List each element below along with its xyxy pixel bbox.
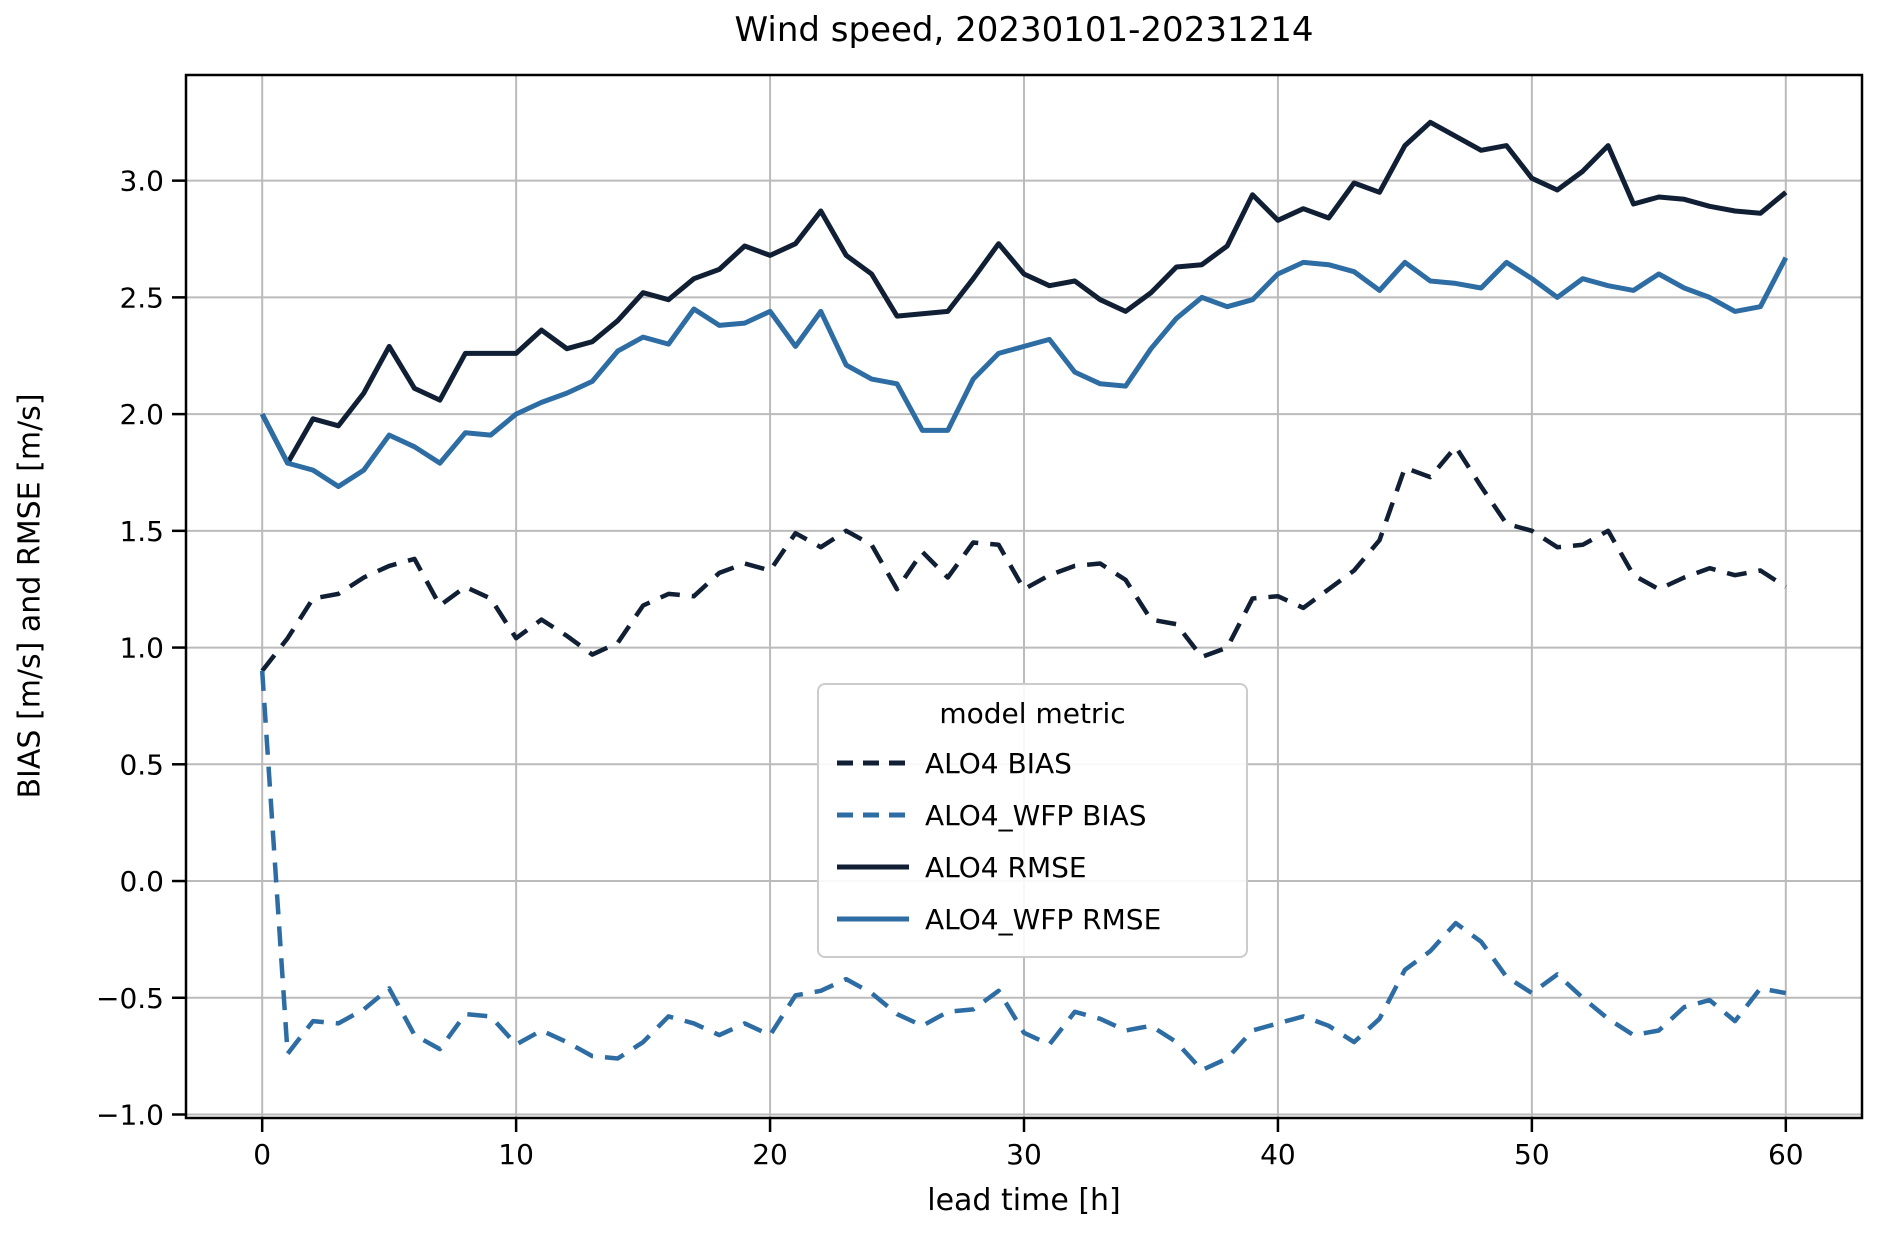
x-tick-label-0: 0	[253, 1138, 271, 1171]
legend-entry-label: ALO4 BIAS	[925, 746, 1072, 780]
dashed-line-swatch-blue	[837, 812, 909, 818]
legend-title: model metric	[939, 697, 1126, 730]
x-axis-label: lead time [h]	[927, 1183, 1121, 1218]
x-tick-label-40: 40	[1260, 1138, 1296, 1171]
solid-line-swatch-dark	[837, 864, 909, 870]
y-tick-label-2.5: 2.5	[119, 281, 164, 314]
legend-entry-alo4-wfp-rmse: ALO4_WFP RMSE	[819, 893, 1246, 945]
x-tick-label-50: 50	[1514, 1138, 1550, 1171]
y-tick-label-−1.0: −1.0	[96, 1098, 164, 1131]
x-tick-label-10: 10	[498, 1138, 534, 1171]
series-line-alo4-bias	[260, 444, 1788, 673]
series-line-alo4-wfp-bias	[259, 670, 1787, 1073]
legend-entry-label: ALO4_WFP BIAS	[925, 798, 1147, 832]
legend: model metric ALO4 BIAS ALO4_WFP BIAS ALO…	[817, 683, 1248, 958]
y-tick-label-−0.5: −0.5	[96, 982, 164, 1015]
y-axis-label: BIAS [m/s] and RMSE [m/s]	[12, 393, 48, 799]
legend-entry-alo4-rmse: ALO4 RMSE	[819, 841, 1246, 893]
y-tick-label-1.5: 1.5	[119, 515, 164, 548]
y-tick-label-2.0: 2.0	[119, 398, 164, 431]
x-tick-label-30: 30	[1006, 1138, 1042, 1171]
y-tick-label-0.5: 0.5	[119, 748, 164, 781]
x-tick-label-60: 60	[1768, 1138, 1804, 1171]
legend-entry-alo4-wfp-bias: ALO4_WFP BIAS	[819, 789, 1246, 841]
series-line-alo4-rmse	[259, 119, 1788, 466]
legend-entry-label: ALO4 RMSE	[925, 850, 1087, 884]
legend-entry-alo4-bias: ALO4 BIAS	[819, 737, 1246, 789]
solid-line-swatch-blue	[837, 916, 909, 922]
chart-title: Wind speed, 20230101-20231214	[734, 10, 1314, 50]
x-tick-label-20: 20	[752, 1138, 788, 1171]
y-tick-label-1.0: 1.0	[119, 632, 164, 665]
y-tick-label-3.0: 3.0	[119, 165, 164, 198]
series-line-alo4-wfp-rmse	[259, 256, 1789, 489]
dashed-line-swatch-dark	[837, 760, 909, 766]
y-tick-label-0.0: 0.0	[119, 865, 164, 898]
legend-entry-label: ALO4_WFP RMSE	[925, 902, 1162, 936]
